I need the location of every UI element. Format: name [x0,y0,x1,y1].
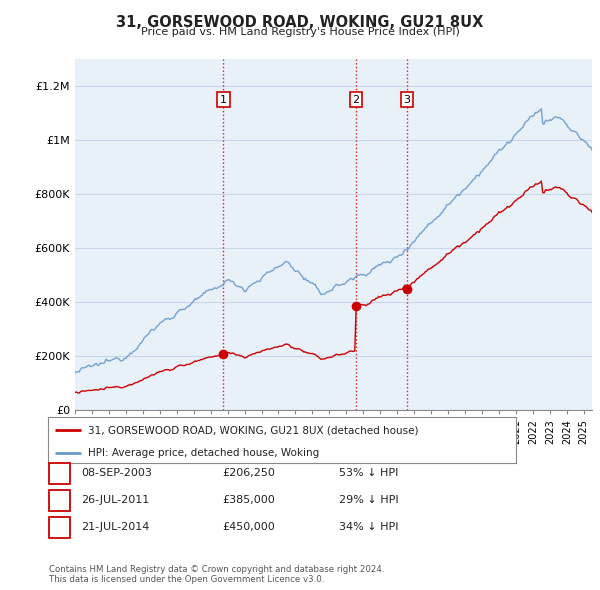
Text: 3: 3 [56,523,62,532]
Text: 31, GORSEWOOD ROAD, WOKING, GU21 8UX (detached house): 31, GORSEWOOD ROAD, WOKING, GU21 8UX (de… [88,425,418,435]
Text: 2: 2 [353,94,360,104]
Text: 53% ↓ HPI: 53% ↓ HPI [339,468,398,478]
Text: Price paid vs. HM Land Registry's House Price Index (HPI): Price paid vs. HM Land Registry's House … [140,27,460,37]
Text: 26-JUL-2011: 26-JUL-2011 [81,496,149,505]
Text: 08-SEP-2003: 08-SEP-2003 [81,468,152,478]
Text: 21-JUL-2014: 21-JUL-2014 [81,523,149,532]
Text: £206,250: £206,250 [222,468,275,478]
Text: Contains HM Land Registry data © Crown copyright and database right 2024.
This d: Contains HM Land Registry data © Crown c… [49,565,385,584]
Text: 31, GORSEWOOD ROAD, WOKING, GU21 8UX: 31, GORSEWOOD ROAD, WOKING, GU21 8UX [116,15,484,30]
Text: HPI: Average price, detached house, Woking: HPI: Average price, detached house, Woki… [88,448,319,458]
Text: 1: 1 [220,94,227,104]
Text: £385,000: £385,000 [222,496,275,505]
Text: £450,000: £450,000 [222,523,275,532]
Text: 29% ↓ HPI: 29% ↓ HPI [339,496,398,505]
Text: 1: 1 [56,468,62,478]
Text: 3: 3 [404,94,410,104]
Text: 2: 2 [56,496,62,505]
Text: 34% ↓ HPI: 34% ↓ HPI [339,523,398,532]
